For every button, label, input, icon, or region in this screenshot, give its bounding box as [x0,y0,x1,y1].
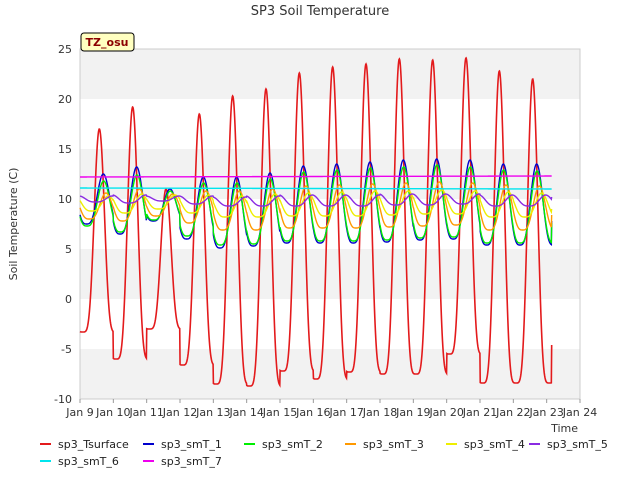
x-tick-label: Jan 19 [395,406,430,419]
legend-label: sp3_smT_5 [547,438,608,451]
x-tick-label: Jan 11 [128,406,163,419]
series-lines [79,56,553,388]
series-line-sp3_smT_7 [80,175,552,178]
tz-badge-box [80,32,135,52]
series-line-sp3_smT_4 [79,189,553,218]
y-axis-ticks: -10 -5 0 5 10 15 20 25 [54,43,72,406]
series-line-sp3_Tsurface [79,56,553,388]
legend-label: sp3_smT_2 [262,438,323,451]
x-tick-label: Jan 22 [495,406,530,419]
x-axis-title: Time [550,422,578,435]
x-tick-label: Jan 20 [428,406,463,419]
legend-label: sp3_smT_3 [363,438,424,451]
plot-background-bands [80,49,580,399]
series-line-sp3_smT_5 [79,193,553,207]
y-tick-label: 25 [58,43,72,56]
x-tick-label: Jan 10 [95,406,130,419]
x-tick-label: Jan 15 [262,406,297,419]
x-tick-label: Jan 13 [195,406,230,419]
series-line-sp3_smT_6 [80,187,552,190]
y-tick-label: 15 [58,143,72,156]
tz-badge-label: TZ_osu [86,36,129,49]
x-tick-label: Jan 16 [295,406,330,419]
legend: sp3_Tsurface sp3_smT_1 sp3_smT_2 sp3_smT_3 s… [40,438,608,468]
y-tick-label: -10 [54,393,72,406]
chart-title: SP3 Soil Temperature [251,4,389,19]
x-tick-label: Jan 23 [528,406,563,419]
x-tick-label: Jan 18 [362,406,397,419]
x-tick-label: Jan 9 [65,406,93,419]
y-axis-title: Soil Temperature (C) [7,168,20,281]
plot-area [79,48,581,400]
legend-label: sp3_smT_6 [58,455,119,468]
y-tick-label: 10 [58,193,72,206]
x-tick-label: Jan 21 [462,406,497,419]
grid-band [80,249,580,299]
legend-label: sp3_smT_7 [161,455,222,468]
y-tick-label: 5 [65,243,72,256]
grid-band [80,349,580,399]
tz-badge: TZ_osu [80,32,135,52]
legend-label: sp3_Tsurface [58,438,129,451]
legend-label: sp3_smT_1 [161,438,222,451]
grid-band [80,149,580,199]
x-tick-label: Jan 14 [228,406,263,419]
legend-label: sp3_smT_4 [464,438,525,451]
series-line-sp3_smT_3 [79,181,553,231]
y-tick-label: 0 [65,293,72,306]
series-line-sp3_smT_2 [79,164,553,246]
y-tick-label: 20 [58,93,72,106]
x-tick-label: Jan 24 [562,406,597,419]
x-tick-label: Jan 17 [328,406,363,419]
y-tick-label: -5 [61,343,72,356]
x-tick-label: Jan 12 [162,406,197,419]
